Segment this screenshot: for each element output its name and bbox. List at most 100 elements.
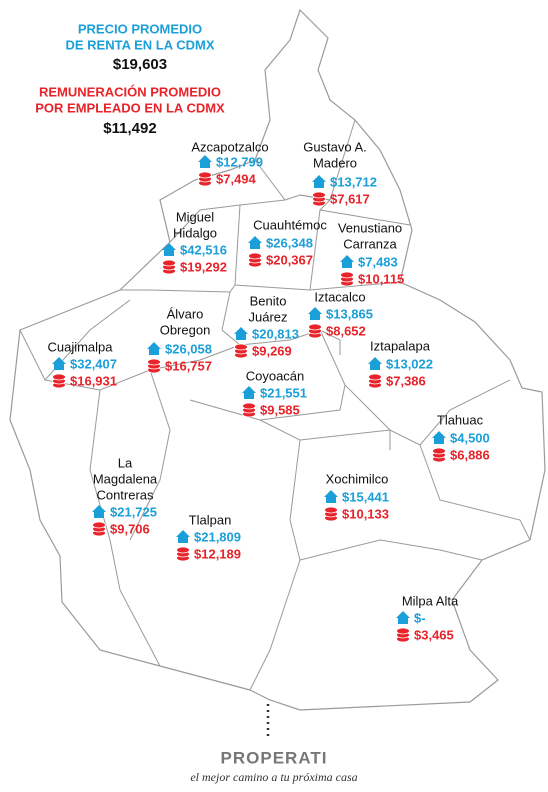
wage-amount: $6,886 [450, 447, 490, 462]
coin [234, 343, 248, 351]
rent-title: DE RENTA EN LA CDMX [65, 37, 214, 52]
coin-icon [432, 447, 446, 463]
rent-price: $42,516 [180, 242, 227, 257]
wage-amount: $10,115 [358, 271, 404, 286]
coin-icon [340, 271, 354, 287]
coin-icon [368, 373, 382, 389]
coin [368, 373, 382, 381]
district-name: Benito [250, 293, 287, 308]
coin-icon [324, 506, 338, 522]
tagline: el mejor camino a tu próxima casa [190, 770, 357, 784]
coin [52, 373, 66, 381]
rent-price: $7,483 [358, 254, 398, 269]
district-name: Carranza [343, 236, 397, 251]
wage-title: REMUNERACIÓN PROMEDIO [39, 84, 221, 99]
house-icon [147, 342, 161, 355]
district-name: Xochimilco [326, 471, 389, 486]
district-name: Álvaro [167, 306, 204, 321]
coin-icon [147, 358, 161, 374]
wage-title: POR EMPLEADO EN LA CDMX [35, 100, 225, 115]
coin-icon [308, 323, 322, 339]
house-icon [308, 307, 322, 320]
rent-price: $13,865 [326, 306, 373, 321]
rent-price: $12,799 [216, 154, 263, 169]
house-icon [396, 611, 410, 624]
district-name: Tlahuac [437, 412, 484, 427]
wage-amount: $19,292 [180, 259, 227, 274]
wage-amount: $7,386 [386, 373, 426, 388]
coin-icon [162, 259, 176, 275]
rent-price: $32,407 [70, 356, 117, 371]
wage-amount: $7,494 [216, 171, 257, 186]
house-icon [234, 327, 248, 340]
coin [176, 546, 190, 554]
district-name: Contreras [96, 487, 154, 502]
wage-amount: $7,617 [330, 191, 370, 206]
coin [92, 521, 106, 529]
wage-amount: $16,757 [165, 358, 212, 373]
coin-icon [234, 343, 248, 359]
coin-icon [242, 402, 256, 418]
district-name: Obregon [160, 322, 211, 337]
coin [308, 323, 322, 331]
coin-icon [248, 252, 262, 268]
wage-amount: $12,189 [194, 546, 241, 561]
wage-amount: $9,706 [110, 521, 150, 536]
coin-icon [92, 521, 106, 537]
district-name: Milpa Alta [402, 593, 459, 608]
house-icon [248, 236, 262, 249]
coin-icon [52, 373, 66, 389]
rent-price: $26,058 [165, 341, 212, 356]
district-name: Azcapotzalco [191, 139, 268, 154]
house-icon [176, 530, 190, 543]
district-name: Miguel [176, 209, 214, 224]
district-name: Cuauhtémoc [253, 217, 327, 232]
coin-icon [396, 627, 410, 643]
rent-price: $15,441 [342, 489, 389, 504]
wage-amount: $9,585 [260, 402, 300, 417]
district-name: Coyoacán [246, 368, 305, 383]
coin [324, 506, 338, 514]
rent-value: $19,603 [113, 56, 167, 73]
coin-icon [312, 191, 326, 207]
coin [248, 252, 262, 260]
wage-amount: $3,465 [414, 627, 454, 642]
house-icon [324, 490, 338, 503]
coin [162, 259, 176, 267]
rent-price: $13,712 [330, 174, 377, 189]
district-name: Venustiano [338, 220, 402, 235]
coin [432, 447, 446, 455]
rent-price: $21,551 [260, 385, 307, 400]
house-icon [312, 175, 326, 188]
coin [242, 402, 256, 410]
district-name: Madero [313, 155, 357, 170]
rent-price: $21,725 [110, 504, 157, 519]
district-name: Hidalgo [173, 225, 217, 240]
coin [312, 191, 326, 199]
district-name: Juárez [248, 309, 287, 324]
house-icon [92, 505, 106, 518]
house-icon [162, 243, 176, 256]
house-icon [340, 255, 354, 268]
wage-amount: $10,133 [342, 506, 389, 521]
brand: PROPERATI [221, 748, 328, 767]
wage-amount: $9,269 [252, 343, 292, 358]
rent-price: $13,022 [386, 356, 433, 371]
rent-price: $26,348 [266, 235, 313, 250]
district-name: Iztacalco [314, 289, 365, 304]
coin-icon [176, 546, 190, 562]
house-icon [242, 386, 256, 399]
wage-value: $11,492 [103, 120, 156, 137]
district-name: La [118, 455, 133, 470]
district-name: Magdalena [93, 471, 158, 486]
house-icon [52, 357, 66, 370]
district-name: Cuajimalpa [47, 339, 113, 354]
coin [396, 627, 410, 635]
rent-title: PRECIO PROMEDIO [78, 21, 202, 36]
district-name: Tlalpan [189, 512, 232, 527]
wage-amount: $16,931 [70, 373, 117, 388]
city-outline [9, 8, 546, 711]
rent-price: $21,809 [194, 529, 241, 544]
